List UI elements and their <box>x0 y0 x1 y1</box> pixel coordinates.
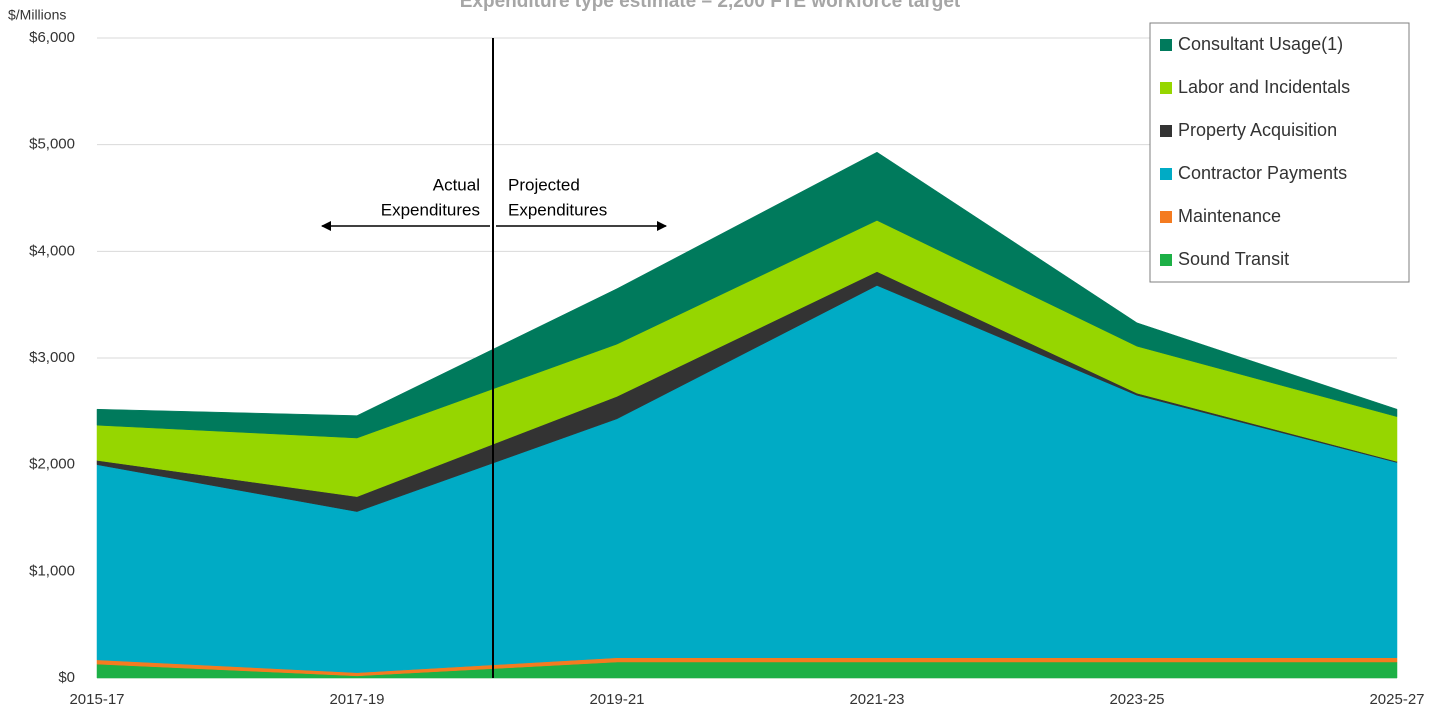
annotation: Actual <box>433 175 480 194</box>
y-tick-label: $0 <box>58 669 75 686</box>
legend-label: Property Acquisition <box>1178 120 1337 140</box>
annotation: Expenditures <box>381 200 480 219</box>
legend-swatch <box>1160 82 1172 94</box>
annotation: Expenditures <box>508 200 607 219</box>
legend-swatch <box>1160 39 1172 51</box>
legend-label: Labor and Incidentals <box>1178 77 1350 97</box>
legend <box>1149 22 1410 283</box>
y-tick-label: $5,000 <box>29 136 75 153</box>
x-tick-label: 2023-25 <box>1109 691 1164 708</box>
y-tick-label: $4,000 <box>29 242 75 259</box>
x-tick-label: 2021-23 <box>849 691 904 708</box>
legend-items: Sound Transit Maintenance Contractor Payme… <box>1160 34 1350 269</box>
legend-swatch <box>1160 211 1172 223</box>
areas <box>96 151 1398 679</box>
legend-label: Contractor Payments <box>1178 163 1347 183</box>
area <box>96 151 1398 439</box>
x-tick-label: 2015-17 <box>69 691 124 708</box>
legend-swatch <box>1160 125 1172 137</box>
y-tick-label: $1,000 <box>29 562 75 579</box>
x-tick-label: 2019-21 <box>589 691 644 708</box>
legend-label: Sound Transit <box>1178 249 1289 269</box>
legend-label: Consultant Usage(1) <box>1178 34 1343 54</box>
chart-title: Expenditure type estimate – 2,200 FTE wo… <box>460 0 961 12</box>
legend-swatch <box>1160 168 1172 180</box>
x-tick-label: 2025-27 <box>1369 691 1424 708</box>
annotation: Projected <box>508 175 580 194</box>
x-tick-label: 2017-19 <box>329 691 384 708</box>
y-tick-label: $2,000 <box>29 456 75 473</box>
y-tick-label: $6,000 <box>29 29 75 46</box>
legend-label: Maintenance <box>1178 206 1281 226</box>
y-axis-label: $/Millions <box>8 7 66 23</box>
y-tick-label: $3,000 <box>29 349 75 366</box>
legend-swatch <box>1160 254 1172 266</box>
